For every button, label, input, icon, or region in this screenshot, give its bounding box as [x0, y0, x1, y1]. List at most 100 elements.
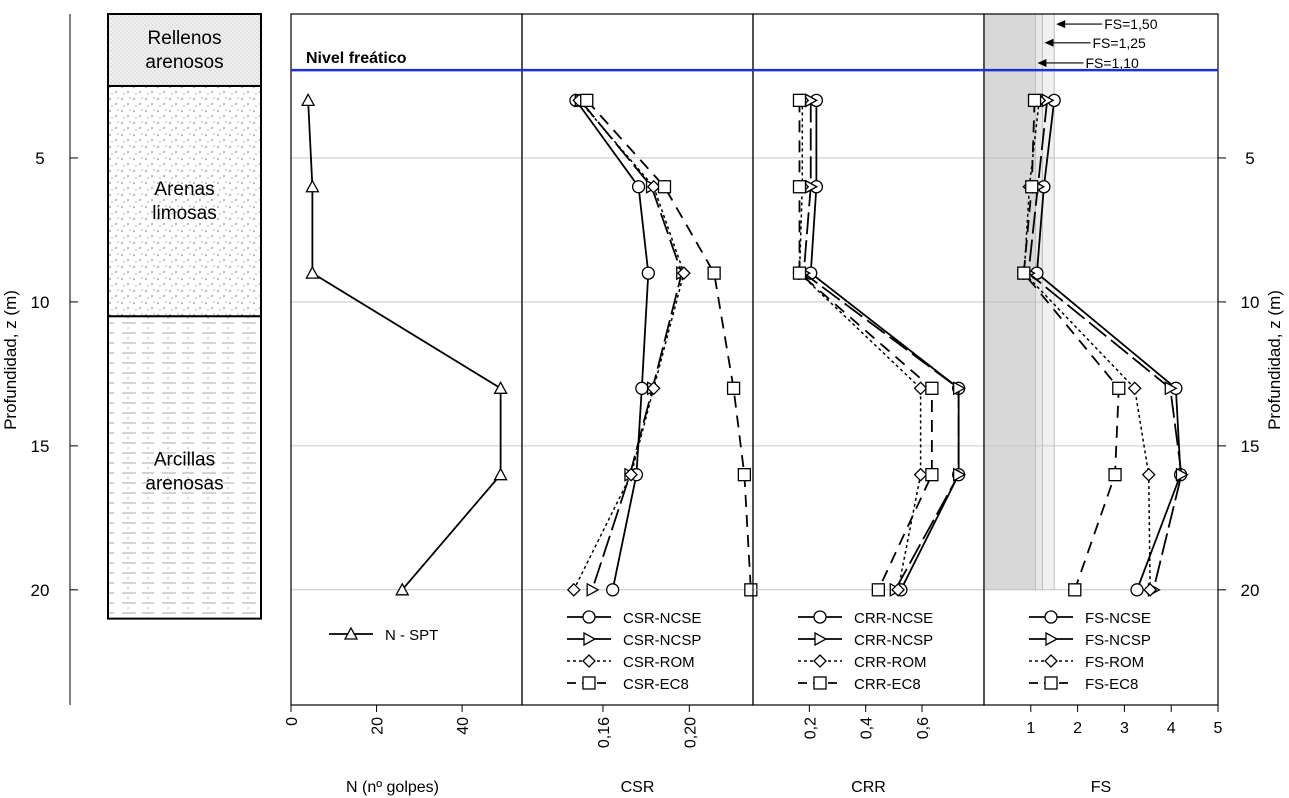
fs-reference-label: FS=1,50 — [1104, 16, 1158, 32]
data-point-triangle-up — [493, 380, 508, 394]
legend-item: CRR-EC8 — [798, 676, 921, 693]
data-point-circle — [635, 381, 649, 395]
series-line — [307, 100, 502, 591]
y-tick-label: 5 — [1245, 149, 1254, 168]
data-point-square — [792, 180, 807, 194]
series-line — [802, 100, 960, 591]
panel-frame — [521, 13, 754, 706]
fs-reference-label: FS=1,10 — [1085, 55, 1139, 71]
data-point-diamond — [1141, 467, 1156, 482]
data-point-triangle-up — [301, 93, 316, 107]
series-line — [579, 99, 683, 591]
series-crr-rom — [792, 93, 928, 597]
legend-label: FS-NCSP — [1085, 632, 1151, 649]
arrow-head-icon — [1037, 58, 1047, 67]
legend-item: CSR-NCSE — [567, 610, 701, 627]
data-point-triangle-up — [395, 582, 410, 596]
data-point-circle — [1044, 610, 1058, 624]
data-point-circle — [606, 583, 620, 597]
data-point-circle — [813, 610, 827, 624]
x-tick-label: 2 — [1073, 720, 1082, 737]
y-axis-title: Profundidad, z (m) — [1265, 290, 1284, 430]
arrow-head-icon — [1044, 38, 1054, 47]
y-tick-label: 5 — [35, 149, 44, 168]
panel-frame — [290, 13, 523, 706]
data-point-diamond — [913, 467, 928, 482]
data-point-square — [792, 266, 807, 280]
legends: N - SPT CSR-NCSE CSR-NCSP CSR-ROM CSR-EC8 CRR… — [329, 610, 1151, 693]
legend-label: FS-ROM — [1085, 654, 1144, 671]
panel-fs: FS=1,50 FS=1,25 FS=1,10 1 2 3 4 5 FS — [983, 13, 1223, 796]
data-point-diamond — [566, 582, 581, 597]
series-fs-ec8 — [1017, 93, 1126, 597]
legend-label: FS-EC8 — [1085, 676, 1138, 693]
y-axis-title: Profundidad, z (m) — [1, 290, 20, 430]
x-axis-title: FS — [1091, 779, 1111, 796]
soil-layer-label: Rellenos — [148, 28, 222, 49]
y-tick-label: 20 — [31, 581, 50, 600]
panel-csr: 0,16 0,20 CSR — [521, 13, 758, 796]
x-tick-label: 0,6 — [915, 717, 932, 739]
legend-label: CSR-ROM — [623, 654, 695, 671]
soil-layer-label: arenosas — [145, 473, 223, 494]
series-csr-ncsp — [574, 93, 690, 597]
data-point-triangle-up — [343, 626, 359, 640]
data-point-triangle-right — [952, 467, 967, 482]
series-csr-rom — [566, 93, 691, 597]
legend-item: CRR-NCSP — [798, 631, 933, 649]
data-point-circle — [1130, 583, 1144, 597]
soil-layer-label: Arcillas — [154, 449, 215, 470]
legend-item: CRR-NCSE — [798, 610, 933, 627]
legend-label: CRR-NCSE — [854, 610, 933, 627]
data-point-diamond — [913, 381, 928, 396]
legend-item: FS-NCSE — [1029, 610, 1151, 627]
x-tick-label: 0,2 — [802, 717, 819, 739]
series-csr-ec8 — [580, 93, 758, 597]
series-crr-ec8 — [792, 93, 939, 597]
soil-layer-label: Arenas — [154, 179, 214, 200]
legend-item: CSR-NCSP — [567, 631, 701, 649]
data-point-circle — [631, 180, 646, 194]
data-point-square — [1108, 468, 1122, 482]
x-tick-label: 0 — [284, 717, 301, 726]
legend-label: N - SPT — [385, 627, 438, 644]
legend-label: CSR-NCSE — [623, 610, 701, 627]
data-point-square — [707, 266, 721, 280]
data-point-triangle-right — [1045, 631, 1059, 647]
series-line — [1027, 100, 1183, 591]
data-point-triangle-right — [586, 582, 600, 597]
legend-item: FS-ROM — [1029, 654, 1144, 671]
water-table: Nivel freático — [291, 50, 1218, 72]
x-tick-label: 3 — [1120, 720, 1129, 737]
legend-item: N - SPT — [329, 626, 438, 644]
fs-reference-label: FS=1,25 — [1093, 35, 1147, 51]
data-point-square — [1027, 93, 1042, 108]
soil-layer-label: limosas — [152, 203, 216, 224]
data-point-square — [1017, 266, 1031, 280]
data-point-diamond — [891, 582, 905, 597]
data-point-circle — [582, 610, 596, 624]
panel-frame — [983, 13, 1219, 706]
data-point-diamond — [1143, 582, 1158, 597]
data-point-triangle-right — [1175, 467, 1189, 482]
data-point-diamond — [646, 179, 661, 194]
legend-label: CSR-NCSP — [623, 632, 701, 649]
water-table-label: Nivel freático — [306, 50, 407, 67]
legend-label: FS-NCSE — [1085, 610, 1151, 627]
series-n-spt — [301, 93, 508, 596]
series-line — [1023, 100, 1151, 590]
legend-item: FS-NCSP — [1029, 631, 1151, 649]
data-point-square — [1068, 583, 1082, 597]
series-line — [1022, 100, 1120, 591]
legend-item: CRR-ROM — [798, 654, 927, 671]
data-point-triangle-right — [952, 381, 967, 396]
x-tick-label: 0,4 — [859, 717, 876, 739]
data-point-square — [1044, 676, 1058, 690]
series-line — [798, 100, 933, 591]
legend-label: CRR-EC8 — [854, 676, 921, 693]
series-csr-ncse — [569, 93, 655, 597]
x-tick-label: 1 — [1026, 720, 1035, 737]
legend-label: CSR-EC8 — [623, 676, 689, 693]
data-point-square — [1025, 180, 1039, 194]
x-axis-title: CRR — [851, 779, 886, 796]
